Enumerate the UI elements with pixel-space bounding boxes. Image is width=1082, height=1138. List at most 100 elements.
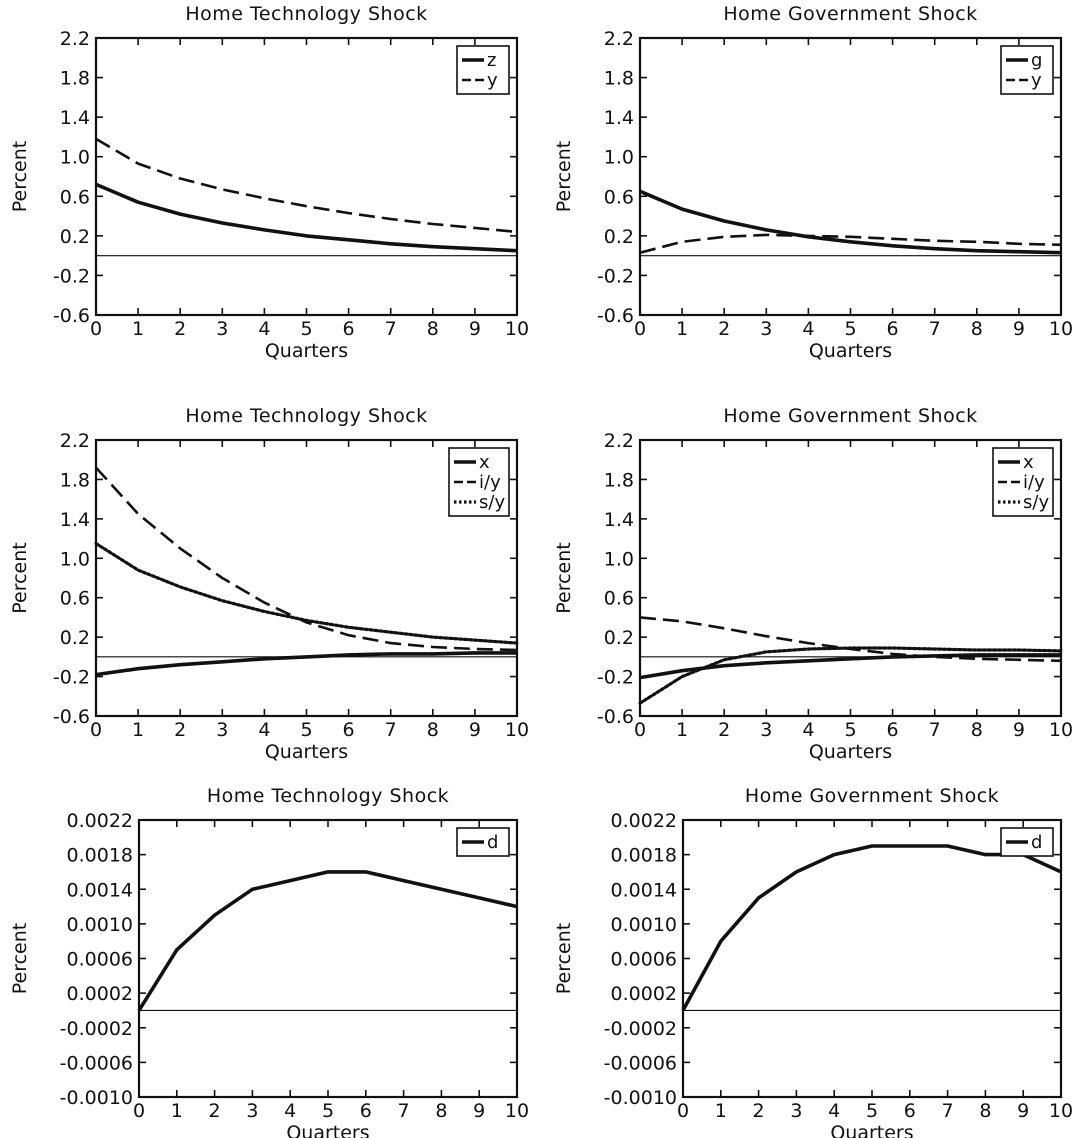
y-tick-label: 0.0002	[67, 983, 133, 1005]
x-tick-label: 1	[715, 1100, 727, 1122]
x-tick-label: 2	[753, 1100, 765, 1122]
x-tick-label: 6	[887, 318, 899, 340]
y-tick-label: -0.2	[53, 265, 90, 287]
x-tick-label: 2	[174, 719, 186, 741]
x-axis-label: Quarters	[286, 1122, 369, 1138]
y-tick-label: 1.8	[604, 469, 634, 491]
x-tick-label: 4	[802, 719, 814, 741]
x-tick-label: 8	[427, 719, 439, 741]
chart-panel-3: Home Technology Shock 2.2 1.8 1.4 1.0 0.6 0.2 -…	[9, 405, 529, 763]
legend-box	[992, 447, 1054, 517]
y-tick-label: 0.0006	[611, 949, 677, 971]
chart-panel-6: Home Government Shock 0.0022 0.0018 0.0014 0…	[553, 785, 1073, 1138]
legend-label: y	[487, 70, 498, 91]
y-tick-label: 0.2	[604, 627, 634, 649]
y-tick-label: 1.8	[604, 68, 634, 90]
plot-frame	[681, 818, 1063, 1099]
x-tick-label: 0	[677, 1100, 689, 1122]
series-line-d	[681, 844, 1062, 1012]
y-tick-label: 0.6	[604, 186, 634, 208]
x-tick-label: 9	[1017, 1100, 1029, 1122]
x-tick-label: 8	[971, 719, 983, 741]
chart-title: Home Technology Shock	[185, 405, 427, 427]
y-tick-label: 1.0	[604, 147, 634, 169]
y-axis-label: Percent	[553, 542, 575, 614]
x-tick-label: 6	[887, 719, 899, 741]
x-tick-label: 0	[133, 1100, 145, 1122]
legend-label: d	[1031, 832, 1042, 853]
y-tick-label: 0.0010	[611, 914, 677, 936]
chart-panel-1: Home Technology Shock 2.2 1.8 1.4 1.0 0.6 0.2 -…	[9, 3, 529, 362]
plot-frame	[137, 818, 519, 1099]
x-tick-label: 2	[209, 1100, 221, 1122]
series-line-s-y	[94, 541, 519, 645]
series-line-i-y	[95, 466, 518, 652]
legend-label: i/y	[479, 472, 501, 493]
y-tick-label: 0.0018	[67, 845, 133, 867]
chart-title: Home Government Shock	[723, 3, 977, 25]
series-line-s-y	[638, 646, 1063, 705]
legend-box	[456, 45, 510, 95]
y-tick-label: 0.2	[604, 226, 634, 248]
legend-label: x	[479, 452, 490, 473]
x-axis-label: Quarters	[809, 340, 892, 362]
chart-title: Home Technology Shock	[185, 3, 427, 25]
x-tick-label: 10	[1049, 318, 1073, 340]
y-tick-label: -0.2	[597, 265, 634, 287]
x-tick-label: 9	[473, 1100, 485, 1122]
y-tick-label: 0.6	[60, 588, 90, 610]
x-tick-label: 7	[929, 719, 941, 741]
x-tick-label: 4	[284, 1100, 296, 1122]
x-tick-label: 1	[132, 318, 144, 340]
x-tick-label: 6	[904, 1100, 916, 1122]
x-tick-label: 10	[505, 1100, 529, 1122]
legend: d	[456, 827, 510, 857]
legend: d	[1000, 827, 1054, 857]
x-tick-label: 6	[343, 318, 355, 340]
x-tick-label: 10	[1049, 719, 1073, 741]
x-tick-label: 6	[360, 1100, 372, 1122]
y-tick-label: 1.4	[60, 509, 90, 531]
x-tick-label: 3	[216, 719, 228, 741]
x-tick-label: 5	[844, 719, 856, 741]
y-tick-label: -0.0006	[60, 1052, 133, 1074]
y-tick-label: 0.0022	[67, 810, 133, 832]
series-line-x	[639, 653, 1061, 680]
y-axis-label: Percent	[9, 141, 31, 213]
y-tick-label: -0.0010	[604, 1087, 677, 1109]
y-axis-label: Percent	[553, 923, 575, 995]
x-tick-label: 3	[760, 719, 772, 741]
x-tick-label: 9	[469, 719, 481, 741]
y-tick-label: -0.6	[597, 305, 634, 327]
y-tick-label: 1.0	[604, 548, 634, 570]
series-line-y	[95, 137, 518, 234]
x-axis-label: Quarters	[830, 1122, 913, 1138]
x-tick-label: 2	[718, 719, 730, 741]
chart-panel-5: Home Technology Shock 0.0022 0.0018 0.0014 0…	[9, 785, 529, 1138]
y-tick-label: 0.0014	[611, 879, 677, 901]
x-tick-label: 5	[866, 1100, 878, 1122]
y-tick-label: 0.6	[60, 186, 90, 208]
legend: zy	[456, 45, 510, 95]
y-tick-label: 0.0002	[611, 983, 677, 1005]
x-tick-label: 5	[844, 318, 856, 340]
x-tick-label: 10	[505, 719, 529, 741]
y-tick-label: 1.0	[60, 548, 90, 570]
chart-title: Home Government Shock	[745, 785, 999, 807]
x-tick-label: 8	[971, 318, 983, 340]
legend: xi/ys/y	[448, 447, 510, 517]
x-tick-label: 8	[427, 318, 439, 340]
x-tick-label: 3	[246, 1100, 258, 1122]
series-line-z	[95, 182, 518, 253]
y-tick-label: 0.2	[60, 226, 90, 248]
x-tick-label: 5	[300, 719, 312, 741]
series-line-x	[95, 651, 517, 677]
y-tick-label: -0.2	[597, 667, 634, 689]
y-axis-label: Percent	[553, 141, 575, 213]
legend-label: s/y	[479, 492, 505, 513]
y-tick-label: 2.2	[604, 430, 634, 452]
x-axis-label: Quarters	[265, 741, 348, 763]
y-tick-label: 0.0010	[67, 914, 133, 936]
x-tick-label: 0	[90, 318, 102, 340]
x-tick-label: 7	[385, 318, 397, 340]
